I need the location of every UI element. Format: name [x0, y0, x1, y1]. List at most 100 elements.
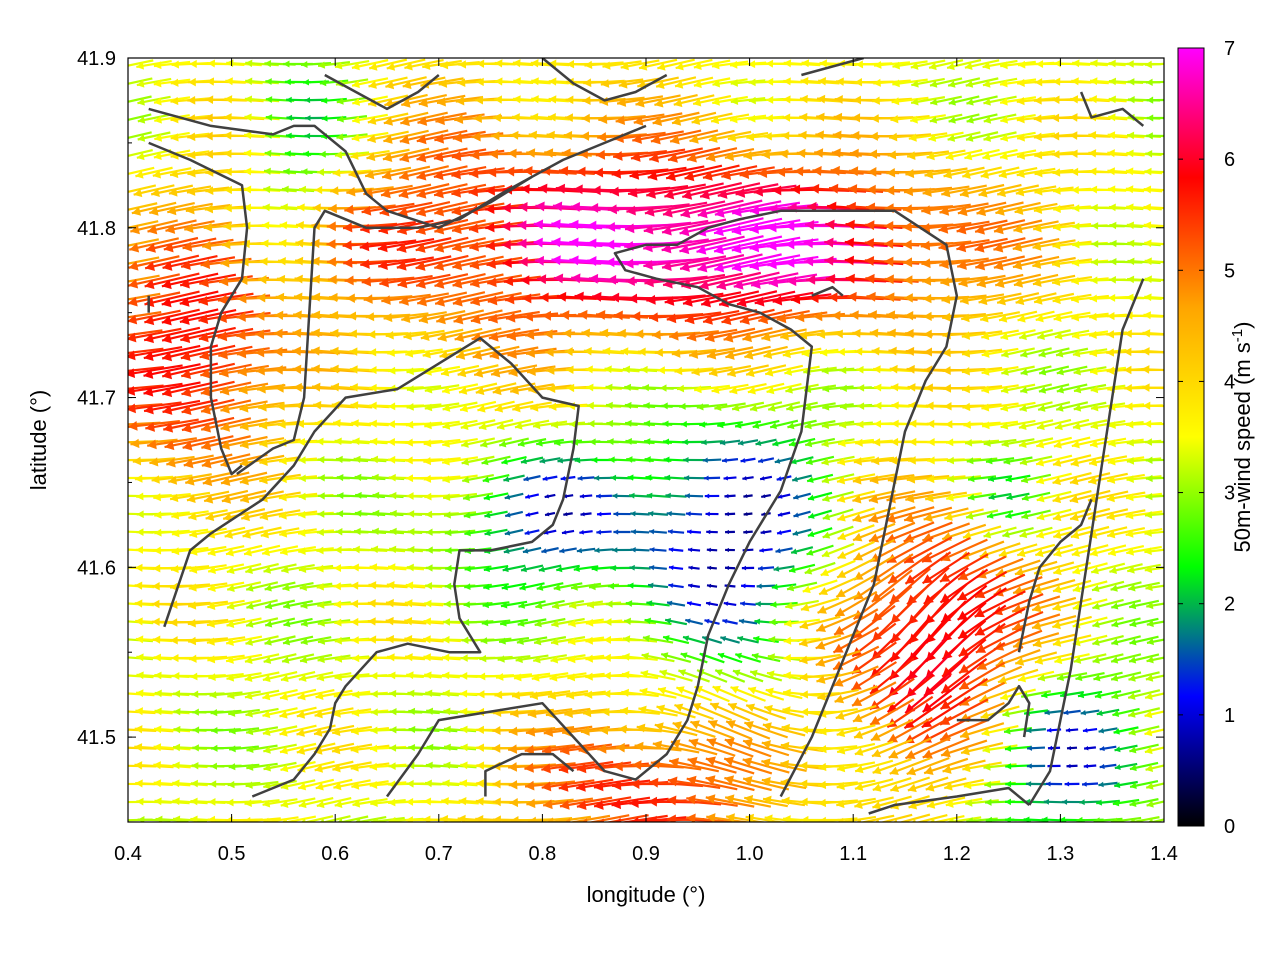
wind-arrow: [1054, 329, 1090, 340]
wind-arrow: [128, 401, 182, 414]
wind-arrow: [239, 437, 285, 449]
wind-arrow: [440, 364, 480, 377]
wind-arrow: [754, 291, 814, 307]
wind-arrow: [837, 438, 875, 448]
wind-arrow: [584, 60, 624, 70]
wind-arrow: [433, 183, 487, 199]
wind-arrow: [647, 165, 705, 181]
wind-arrow: [755, 438, 777, 447]
wind-arrow: [1072, 419, 1108, 430]
wind-arrow: [351, 77, 389, 89]
colorbar-tick-label: 2: [1224, 594, 1235, 616]
wind-arrow: [689, 129, 735, 144]
wind-arrow: [383, 312, 429, 323]
wind-arrow: [201, 435, 251, 451]
wind-arrow: [784, 365, 820, 376]
wind-arrow: [469, 238, 523, 252]
wind-arrow: [401, 311, 447, 324]
wind-arrow: [669, 129, 719, 145]
wind-arrow: [730, 79, 766, 87]
wind-arrow: [624, 221, 692, 234]
wind-arrow: [300, 60, 332, 69]
wind-arrow: [730, 96, 766, 105]
wind-arrow: [661, 255, 727, 271]
wind-arrow: [742, 327, 790, 343]
wind-arrow: [961, 330, 1003, 340]
wind-arrow: [910, 96, 946, 106]
wind-arrow: [964, 148, 1000, 161]
wind-arrow: [517, 438, 547, 447]
wind-arrow: [942, 312, 986, 322]
wind-arrow: [1037, 401, 1071, 412]
wind-arrow: [135, 166, 173, 179]
wind-arrow: [334, 437, 370, 446]
wind-arrow: [128, 95, 152, 103]
plot-area: [127, 57, 1165, 823]
wind-arrow: [144, 254, 200, 272]
wind-arrow: [388, 366, 424, 375]
wind-arrow: [926, 149, 966, 161]
wind-arrow: [600, 78, 644, 88]
wind-arrow: [420, 328, 464, 342]
wind-arrow: [993, 219, 1043, 235]
wind-arrow: [890, 114, 930, 124]
wind-arrow: [714, 253, 782, 273]
wind-arrow: [136, 77, 172, 88]
wind-arrow: [1107, 131, 1145, 140]
wind-arrow: [180, 344, 236, 361]
wind-arrow: [693, 59, 731, 71]
wind-arrow: [892, 78, 928, 88]
wind-arrow: [716, 271, 780, 291]
wind-arrow: [624, 419, 656, 427]
wind-arrow: [1036, 418, 1072, 431]
x-tick-label: 0.6: [321, 843, 349, 865]
wind-arrow: [143, 363, 201, 379]
wind-arrow: [169, 167, 211, 179]
wind-arrow: [1012, 255, 1060, 270]
wind-arrow: [981, 329, 1019, 341]
wind-arrow: [1144, 239, 1164, 248]
wind-arrow: [128, 384, 164, 390]
wind-arrow: [442, 419, 478, 430]
wind-arrow: [643, 256, 709, 270]
wind-arrow: [788, 437, 816, 447]
wind-arrow: [1145, 149, 1164, 158]
wind-arrow: [721, 308, 775, 325]
wind-arrow: [317, 61, 351, 69]
wind-arrow: [263, 185, 297, 194]
wind-arrow: [826, 201, 886, 212]
wind-arrow: [1144, 275, 1164, 284]
wind-arrow: [405, 438, 443, 447]
wind-arrow: [379, 275, 433, 288]
wind-arrow: [698, 271, 762, 290]
wind-arrow: [129, 237, 179, 253]
wind-arrow: [731, 254, 801, 272]
wind-arrow: [385, 76, 427, 90]
wind-arrow: [154, 114, 190, 124]
wind-arrow: [442, 401, 478, 412]
wind-arrow: [128, 382, 183, 396]
wind-arrow: [620, 59, 660, 71]
wind-arrow: [161, 272, 219, 290]
wind-arrow: [929, 113, 963, 124]
wind-arrow: [711, 60, 749, 70]
wind-arrow: [782, 347, 822, 359]
wind-arrow: [679, 235, 745, 255]
wind-arrow: [1089, 95, 1127, 104]
wind-arrow: [604, 365, 640, 374]
wind-arrow: [1090, 384, 1126, 394]
wind-arrow: [1089, 77, 1127, 86]
wind-arrow: [1000, 401, 1036, 412]
wind-arrow: [948, 113, 980, 124]
wind-arrow: [1000, 419, 1036, 430]
wind-arrow: [128, 149, 153, 158]
wind-arrow: [961, 348, 1003, 358]
wind-arrow: [143, 326, 201, 344]
wind-arrow: [1143, 420, 1164, 428]
wind-arrow: [386, 58, 426, 71]
wind-arrow: [629, 166, 687, 180]
colorbar-tick-label: 5: [1224, 260, 1235, 282]
wind-arrow: [422, 59, 462, 71]
wind-arrow: [457, 364, 499, 378]
wind-arrow: [1051, 258, 1093, 268]
